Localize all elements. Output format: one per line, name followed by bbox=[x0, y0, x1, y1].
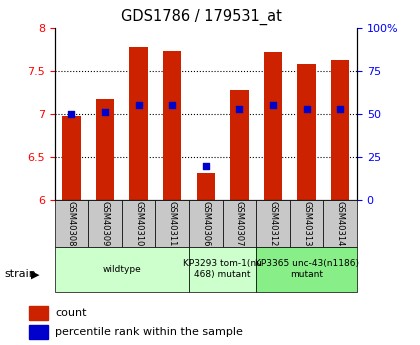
Text: GDS1786 / 179531_at: GDS1786 / 179531_at bbox=[121, 9, 282, 25]
Text: GSM40307: GSM40307 bbox=[235, 201, 244, 246]
Text: GSM40310: GSM40310 bbox=[134, 201, 143, 246]
Bar bbox=[122, 200, 155, 247]
Text: strain: strain bbox=[4, 269, 36, 279]
Bar bbox=[55, 247, 189, 292]
Point bbox=[270, 102, 276, 108]
Point bbox=[68, 111, 75, 117]
Bar bbox=[163, 51, 181, 200]
Bar bbox=[155, 200, 189, 247]
Bar bbox=[129, 48, 148, 200]
Text: ▶: ▶ bbox=[32, 269, 40, 279]
Point bbox=[236, 106, 243, 111]
Bar bbox=[197, 172, 215, 200]
Point bbox=[337, 106, 344, 111]
Point bbox=[135, 102, 142, 108]
Bar bbox=[62, 117, 81, 200]
Bar bbox=[29, 325, 48, 338]
Point bbox=[102, 109, 108, 115]
Bar bbox=[55, 200, 88, 247]
Text: percentile rank within the sample: percentile rank within the sample bbox=[55, 327, 243, 337]
Text: count: count bbox=[55, 308, 87, 318]
Bar bbox=[189, 247, 256, 292]
Bar bbox=[290, 200, 323, 247]
Point bbox=[303, 106, 310, 111]
Bar bbox=[323, 200, 357, 247]
Text: GSM40309: GSM40309 bbox=[100, 201, 110, 246]
Bar bbox=[189, 200, 223, 247]
Text: KP3293 tom-1(nu
468) mutant: KP3293 tom-1(nu 468) mutant bbox=[183, 259, 262, 279]
Text: GSM40306: GSM40306 bbox=[201, 201, 210, 246]
Text: KP3365 unc-43(n1186)
mutant: KP3365 unc-43(n1186) mutant bbox=[255, 259, 359, 279]
Bar bbox=[230, 90, 249, 200]
Text: GSM40312: GSM40312 bbox=[268, 201, 278, 246]
Bar bbox=[96, 99, 114, 200]
Bar bbox=[223, 200, 256, 247]
Bar bbox=[256, 247, 357, 292]
Text: GSM40314: GSM40314 bbox=[336, 201, 345, 246]
Bar bbox=[256, 200, 290, 247]
Bar bbox=[297, 64, 316, 200]
Text: GSM40308: GSM40308 bbox=[67, 201, 76, 246]
Bar bbox=[88, 200, 122, 247]
Bar bbox=[264, 52, 282, 200]
Text: wildtype: wildtype bbox=[102, 265, 141, 274]
Point bbox=[202, 163, 209, 168]
Point bbox=[169, 102, 176, 108]
Text: GSM40311: GSM40311 bbox=[168, 201, 177, 246]
Text: GSM40313: GSM40313 bbox=[302, 201, 311, 246]
Bar bbox=[29, 306, 48, 319]
Bar bbox=[331, 60, 349, 200]
